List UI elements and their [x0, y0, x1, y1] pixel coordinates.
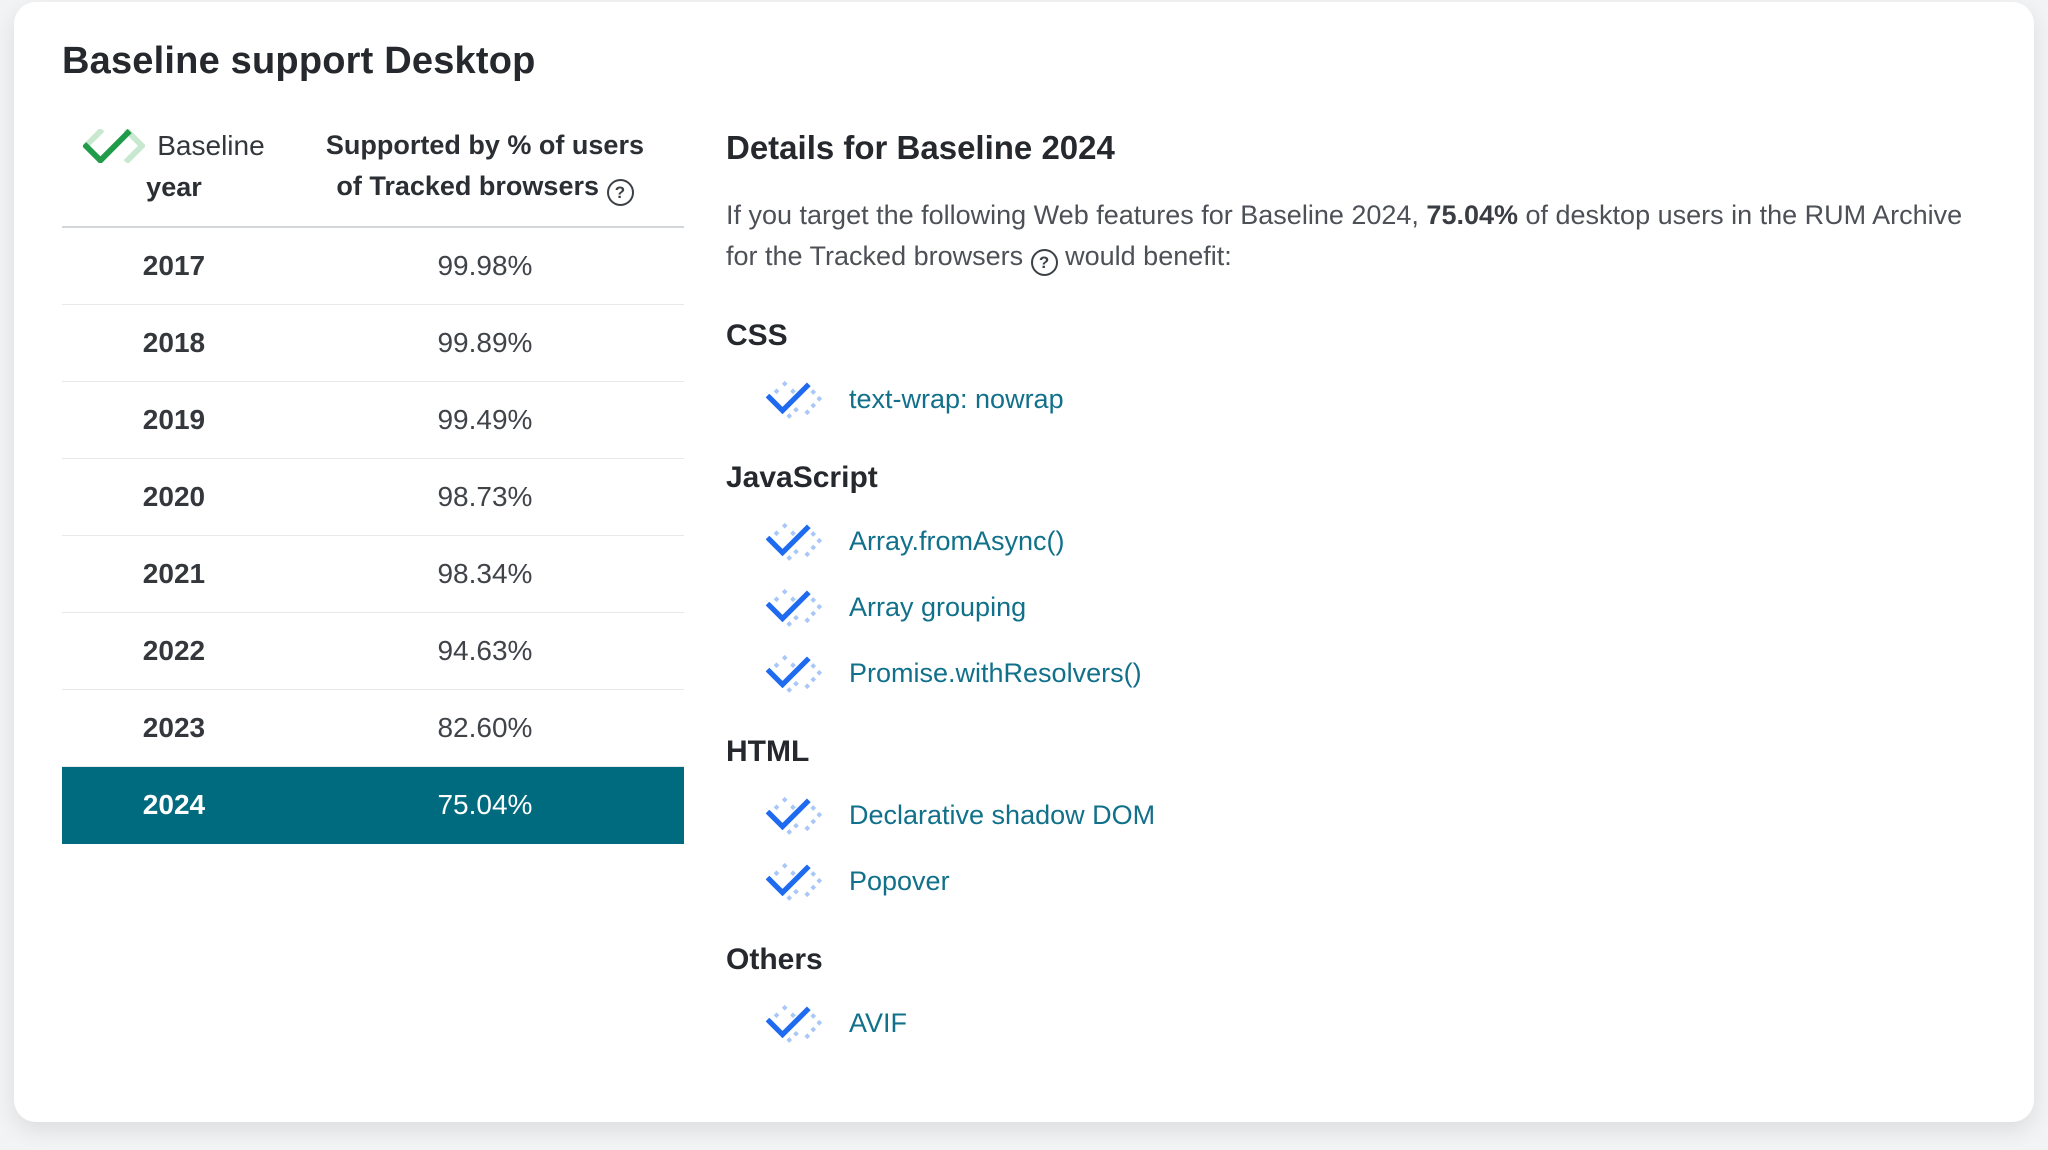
baseline-year-table: Baseline year Supported by % of users of… [62, 125, 684, 844]
feature-link[interactable]: Promise.withResolvers() [849, 658, 1142, 688]
baseline-newly-available-icon [766, 862, 823, 901]
table-row-2017[interactable]: 2017 99.98% [62, 228, 684, 305]
feature-item: Array.fromAsync() [766, 522, 1986, 561]
feature-link[interactable]: Declarative shadow DOM [849, 800, 1156, 830]
feature-sections: CSS text-wrap: nowrap JavaScript [726, 319, 1986, 1043]
table-row-value: 82.60% [437, 711, 533, 743]
table-row-year: 2024 [142, 788, 206, 820]
table-row-value: 99.49% [437, 403, 533, 435]
table-row-2022[interactable]: 2022 94.63% [62, 613, 684, 690]
section-heading-others: Others [726, 943, 823, 976]
feature-link[interactable]: AVIF [849, 1008, 908, 1038]
section-heading-html: HTML [726, 735, 810, 768]
table-row-2018[interactable]: 2018 99.89% [62, 305, 684, 382]
table-row-year: 2022 [142, 634, 206, 666]
table-row-year: 2017 [142, 249, 206, 281]
baseline-newly-available-icon [766, 588, 823, 627]
table-header: Baseline year Supported by % of users of… [62, 125, 684, 228]
section-feature-list: Array.fromAsync() Array grouping [726, 522, 1986, 693]
intro-text-after: would benefit: [1057, 241, 1232, 271]
details-panel: Details for Baseline 2024 If you target … [726, 125, 1986, 1043]
table-row-value: 99.89% [437, 326, 533, 358]
baseline-newly-available-icon [766, 1004, 823, 1043]
feature-link[interactable]: Popover [849, 866, 950, 896]
section-feature-list: AVIF [726, 1004, 1986, 1043]
table-header-supported-line1: Supported by % of users [325, 130, 644, 160]
baseline-logo-lockup: Baseline [62, 125, 286, 167]
intro-text-middle: of desktop users in the RUM Archive for … [726, 200, 1963, 271]
table-header-year-col: Baseline year [62, 125, 286, 208]
feature-item: Array grouping [766, 588, 1986, 627]
feature-link[interactable]: Array.fromAsync() [849, 526, 1065, 556]
table-header-baseline-label: Baseline [157, 130, 265, 161]
intro-percentage: 75.04% [1426, 200, 1518, 230]
table-row-year: 2020 [142, 480, 206, 512]
table-header-year-label: year [146, 172, 202, 202]
feature-section: JavaScript Array.fromAsync() [726, 461, 1986, 693]
section-heading-javascript: JavaScript [726, 461, 878, 494]
table-row-year: 2021 [142, 557, 206, 589]
table-row-2023[interactable]: 2023 82.60% [62, 690, 684, 767]
details-intro: If you target the following Web features… [726, 195, 1986, 277]
baseline-newly-available-icon [766, 380, 823, 419]
table-row-year: 2018 [142, 326, 206, 358]
main-layout: Baseline year Supported by % of users of… [62, 125, 1986, 1043]
intro-text-before: If you target the following Web features… [726, 200, 1427, 230]
table-row-2019[interactable]: 2019 99.49% [62, 382, 684, 459]
table-row-value: 94.63% [437, 634, 533, 666]
table-row-year: 2019 [142, 403, 206, 435]
section-feature-list: text-wrap: nowrap [726, 380, 1986, 419]
feature-item: text-wrap: nowrap [766, 380, 1986, 419]
feature-item: Declarative shadow DOM [766, 796, 1986, 835]
feature-link[interactable]: Array grouping [849, 592, 1027, 622]
table-row-value: 98.73% [437, 480, 533, 512]
feature-section: Others AVIF [726, 943, 1986, 1043]
table-row-value: 98.34% [437, 557, 533, 589]
help-icon[interactable]: ? [606, 178, 634, 206]
feature-section: CSS text-wrap: nowrap [726, 319, 1986, 419]
section-heading-css: CSS [726, 319, 788, 352]
table-header-supported-line2: of Tracked browsers ? [286, 166, 684, 207]
details-heading: Details for Baseline 2024 [726, 129, 1115, 166]
baseline-newly-available-icon [766, 796, 823, 835]
baseline-table-body: 2017 99.98% 2018 99.89% 2019 99.49% 2020… [62, 228, 684, 844]
feature-section: HTML Declarative shadow DOM [726, 735, 1986, 901]
feature-link[interactable]: text-wrap: nowrap [849, 384, 1064, 414]
feature-item: Popover [766, 862, 1986, 901]
table-row-2021[interactable]: 2021 98.34% [62, 536, 684, 613]
table-row-2024[interactable]: 2024 75.04% [62, 766, 684, 844]
baseline-support-card: Baseline support Desktop Baseline year [14, 2, 2034, 1122]
baseline-widely-available-icon [83, 129, 146, 163]
table-row-value: 99.98% [437, 249, 533, 281]
feature-item: Promise.withResolvers() [766, 654, 1986, 693]
table-row-value: 75.04% [437, 788, 533, 820]
feature-item: AVIF [766, 1004, 1986, 1043]
section-feature-list: Declarative shadow DOM Popover [726, 796, 1986, 901]
baseline-newly-available-icon [766, 522, 823, 561]
table-header-supported-col: Supported by % of users of Tracked brows… [286, 125, 684, 208]
help-icon[interactable]: ? [1030, 249, 1058, 276]
table-row-year: 2023 [142, 711, 206, 743]
baseline-newly-available-icon [766, 654, 823, 693]
page-title: Baseline support Desktop [62, 40, 536, 82]
table-row-2020[interactable]: 2020 98.73% [62, 459, 684, 536]
